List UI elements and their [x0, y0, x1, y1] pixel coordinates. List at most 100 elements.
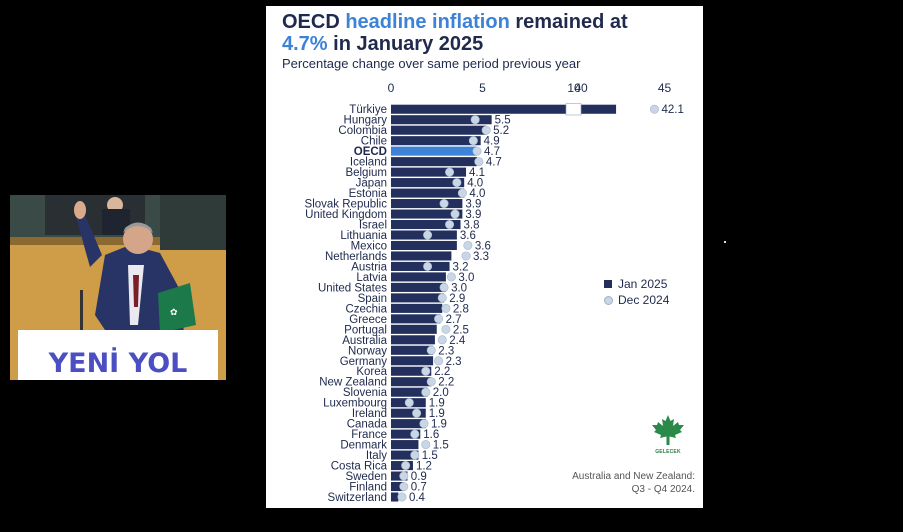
bar	[391, 303, 443, 313]
category-label: Finland	[349, 482, 387, 494]
category-label: Luxembourg	[323, 398, 387, 410]
bar	[391, 261, 450, 271]
dec-2024-dot	[419, 419, 429, 429]
category-label: United Kingdom	[305, 209, 387, 221]
value-label: 2.3	[446, 356, 462, 368]
category-label: OECD	[354, 146, 387, 158]
dec-2024-dot	[446, 272, 456, 282]
x-tick-label: 0	[388, 81, 395, 95]
legend: Jan 2025 Dec 2024	[604, 276, 669, 308]
maple-leaf-icon	[652, 415, 684, 445]
category-label: Germany	[340, 356, 388, 368]
dec-2024-dot	[412, 408, 422, 418]
value-label: 0.7	[411, 482, 427, 494]
category-label: Türkiye	[349, 104, 387, 116]
chart-panel: OECD headline inflation remained at 4.7% …	[266, 6, 703, 508]
bar	[391, 240, 457, 251]
bar	[391, 335, 435, 345]
dec-2024-dot	[649, 104, 659, 114]
category-label: Slovenia	[343, 387, 388, 399]
value-label: 5.5	[495, 115, 511, 127]
dec-2024-dot	[445, 220, 455, 230]
dec-2024-dot	[434, 356, 444, 366]
category-label: Norway	[348, 345, 387, 357]
value-label: 0.4	[409, 492, 426, 504]
category-label: Australia	[342, 335, 387, 347]
category-label: Colombia	[338, 125, 387, 137]
bar	[391, 178, 465, 188]
bar	[391, 324, 437, 334]
dec-2024-dot	[452, 178, 462, 188]
category-label: Chile	[361, 136, 387, 148]
value-label: 1.9	[429, 398, 445, 410]
legend-item-jan: Jan 2025	[604, 276, 669, 292]
bar	[391, 377, 432, 387]
category-label: Latvia	[356, 272, 387, 284]
category-label: Switzerland	[328, 492, 387, 504]
value-label: 2.8	[453, 303, 469, 315]
category-label: Mexico	[351, 240, 387, 252]
legend-item-dec: Dec 2024	[604, 292, 669, 308]
dec-2024-dot	[426, 345, 436, 355]
dec-2024-dot	[426, 377, 436, 387]
value-label: 2.0	[433, 387, 449, 399]
bar	[391, 481, 404, 492]
category-label: Lithuania	[340, 230, 387, 242]
bar	[391, 282, 446, 292]
dec-2024-dot	[404, 398, 414, 408]
value-label: 1.5	[433, 440, 449, 452]
bar	[391, 146, 478, 156]
category-label: Italy	[366, 450, 387, 462]
footnote-line2: Q3 - Q4 2024.	[631, 484, 695, 495]
category-label: Japan	[356, 178, 387, 190]
value-label: 2.2	[438, 377, 454, 389]
category-label: Greece	[349, 314, 387, 326]
category-label: Israel	[359, 220, 387, 232]
bar	[391, 136, 481, 146]
value-label: 5.2	[493, 125, 509, 137]
dec-2024-dot	[397, 492, 407, 502]
dec-2024-dot	[401, 461, 411, 471]
category-label: Czechia	[345, 303, 387, 315]
x-tick-label: 45	[658, 81, 672, 95]
dec-2024-dot	[439, 282, 449, 292]
category-label: Spain	[358, 293, 387, 305]
value-label: 4.7	[484, 146, 500, 158]
bar	[391, 209, 463, 219]
value-label: 4.0	[469, 188, 485, 200]
bar	[391, 167, 467, 177]
bar	[391, 314, 441, 324]
x-tick-label: 10	[567, 81, 581, 95]
value-label: 3.3	[473, 251, 489, 263]
dec-2024-dot	[437, 335, 447, 345]
dec-2024-dot	[441, 303, 451, 313]
category-label: Austria	[351, 261, 387, 273]
value-label: 4.7	[486, 157, 502, 169]
value-label: 3.9	[465, 199, 481, 211]
gelecek-logo: GELECEK	[648, 414, 688, 455]
legend-swatch-dec	[604, 295, 613, 305]
value-label: 1.9	[429, 408, 445, 420]
dec-2024-dot	[421, 366, 431, 376]
value-label: 3.9	[465, 209, 481, 221]
dec-2024-dot	[463, 240, 473, 250]
bar	[391, 125, 487, 135]
bar	[391, 251, 452, 261]
x-tick-label: 5	[479, 81, 486, 95]
value-label: 0.9	[411, 471, 427, 483]
bar	[391, 492, 399, 502]
value-label: 2.2	[434, 366, 450, 378]
x-tick-label: 40	[574, 81, 588, 95]
value-label: 3.2	[453, 261, 469, 273]
value-label: 2.5	[453, 324, 469, 336]
svg-text:✿: ✿	[170, 307, 178, 317]
bar	[391, 272, 446, 282]
bar	[391, 408, 426, 418]
dec-2024-dot	[423, 261, 433, 271]
bar	[391, 219, 461, 230]
bar	[391, 188, 465, 198]
bar	[391, 429, 421, 439]
bar	[391, 104, 617, 114]
bar	[391, 387, 428, 397]
